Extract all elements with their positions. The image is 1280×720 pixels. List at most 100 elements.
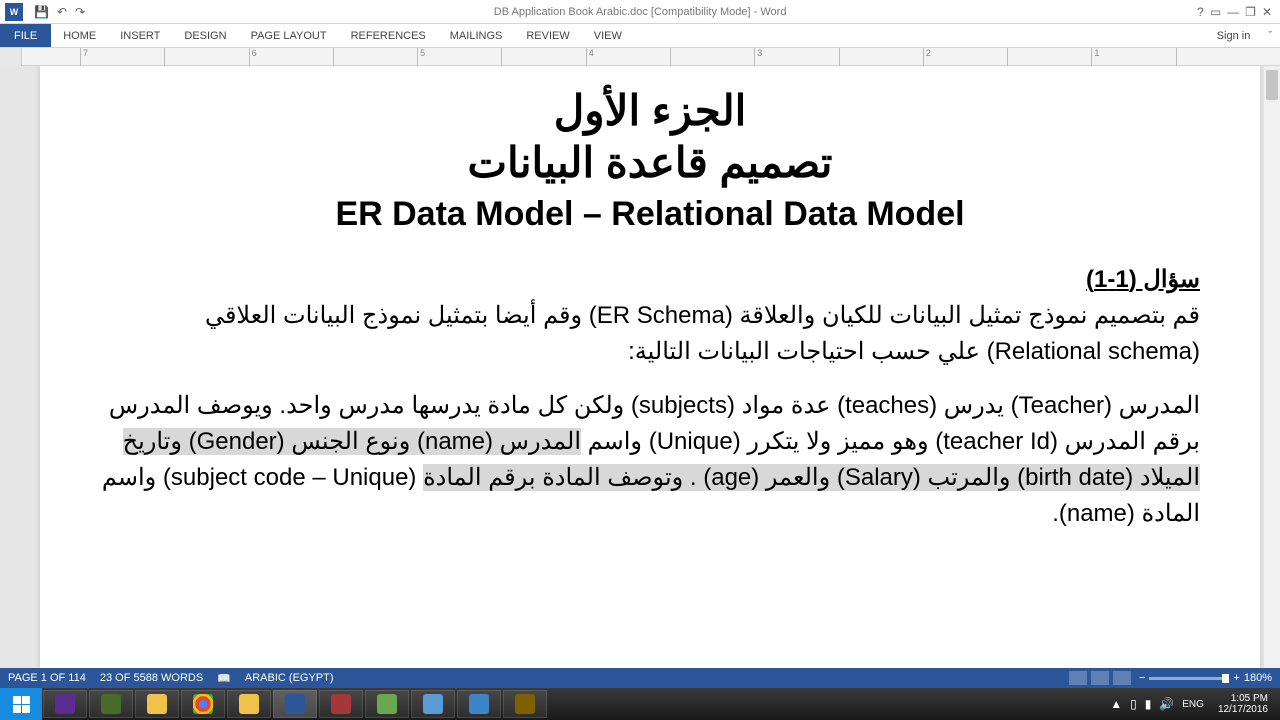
folder-icon [101, 694, 121, 714]
tab-insert[interactable]: INSERT [108, 26, 172, 46]
heading-title-ar: تصميم قاعدة البيانات [100, 136, 1200, 191]
ruler-marks: 7 6 5 4 3 2 1 [80, 48, 1260, 66]
taskbar-item-camtasia[interactable] [503, 690, 547, 718]
camtasia-icon [515, 694, 535, 714]
ruler-mark: 2 [923, 48, 1007, 66]
document-area: الجزء الأول تصميم قاعدة البيانات ER Data… [0, 66, 1280, 668]
zoom-slider[interactable] [1149, 677, 1229, 680]
start-button[interactable] [0, 688, 42, 720]
tab-home[interactable]: HOME [51, 26, 108, 46]
word-icon [285, 694, 305, 714]
taskbar-item-explorer[interactable] [135, 690, 179, 718]
ruler-mark [670, 48, 754, 66]
ruler-mark: 6 [249, 48, 333, 66]
question-label: سؤال (1-1) [1086, 266, 1200, 293]
print-layout-icon[interactable] [1091, 671, 1109, 685]
windows-logo-icon [13, 696, 30, 713]
taskbar-item-chrome[interactable] [181, 690, 225, 718]
zoom-out-icon[interactable]: − [1139, 672, 1145, 684]
zoom-in-icon[interactable]: + [1233, 672, 1239, 684]
document-page[interactable]: الجزء الأول تصميم قاعدة البيانات ER Data… [40, 66, 1260, 668]
zoom-control: − + 180% [1139, 672, 1272, 684]
body-paragraph: سؤال (1-1) قم بتصميم نموذج تمثيل البيانا… [100, 262, 1200, 370]
action-center-icon[interactable]: ▯ [1130, 697, 1137, 711]
date-text: 12/17/2016 [1218, 704, 1268, 715]
document-content: الجزء الأول تصميم قاعدة البيانات ER Data… [100, 86, 1200, 532]
volume-icon[interactable]: 🔊 [1159, 697, 1174, 711]
save-icon[interactable]: 💾 [34, 5, 49, 19]
ruler-mark [839, 48, 923, 66]
language-indicator[interactable]: ARABIC (EGYPT) [245, 672, 334, 684]
photos-icon [469, 694, 489, 714]
proofing-icon[interactable]: 📖 [217, 672, 231, 685]
collapse-ribbon-icon[interactable]: ˇ [1260, 30, 1280, 42]
file-tab[interactable]: FILE [0, 24, 51, 47]
help-icon[interactable]: ? [1197, 5, 1204, 19]
taskbar-item-app1[interactable] [365, 690, 409, 718]
taskbar-item-folder1[interactable] [89, 690, 133, 718]
tray-overflow-icon[interactable]: ▲ [1110, 697, 1122, 711]
tab-references[interactable]: REFERENCES [339, 26, 438, 46]
ribbon-options-icon[interactable]: ▭ [1210, 5, 1221, 19]
para-text: قم بتصميم نموذج تمثيل البيانات للكيان وا… [205, 302, 1200, 365]
word-count[interactable]: 23 OF 5588 WORDS [100, 672, 203, 684]
tab-design[interactable]: DESIGN [172, 26, 238, 46]
ruler-mark: 4 [586, 48, 670, 66]
folder-icon [239, 694, 259, 714]
word-app-icon: W [5, 3, 23, 21]
ruler-mark: 5 [417, 48, 501, 66]
redo-icon[interactable]: ↷ [75, 5, 85, 19]
taskbar-item-folder2[interactable] [227, 690, 271, 718]
ribbon-tabs: FILE HOME INSERT DESIGN PAGE LAYOUT REFE… [0, 24, 1280, 48]
web-layout-icon[interactable] [1113, 671, 1131, 685]
tab-view[interactable]: VIEW [582, 26, 634, 46]
file-explorer-icon [147, 694, 167, 714]
ruler-mark: 7 [80, 48, 164, 66]
zoom-percent[interactable]: 180% [1244, 672, 1272, 684]
window-controls: ? ▭ — ❐ ✕ [1189, 5, 1280, 19]
language-indicator[interactable]: ENG [1182, 699, 1204, 710]
taskbar-item-paint[interactable] [411, 690, 455, 718]
body-paragraph: المدرس (Teacher) يدرس (teaches) عدة مواد… [100, 388, 1200, 532]
paint-icon [423, 694, 443, 714]
ruler-mark: 3 [754, 48, 838, 66]
title-bar: W 💾 ↶ ↷ DB Application Book Arabic.doc [… [0, 0, 1280, 24]
ruler-mark [1007, 48, 1091, 66]
view-buttons [1069, 671, 1131, 685]
system-tray: ▲ ▯ ▮ 🔊 ENG 1:05 PM 12/17/2016 [1104, 693, 1280, 715]
minimize-icon[interactable]: — [1227, 5, 1239, 19]
ruler-mark [501, 48, 585, 66]
taskbar-item-vs[interactable] [43, 690, 87, 718]
highlighted-text: وتوصف المادة برقم المادة [423, 464, 690, 491]
page-indicator[interactable]: PAGE 1 OF 114 [8, 672, 86, 684]
taskbar-item-word[interactable] [273, 690, 317, 718]
network-icon[interactable]: ▮ [1145, 697, 1152, 711]
ruler-mark [1176, 48, 1260, 66]
windows-taskbar: ▲ ▯ ▮ 🔊 ENG 1:05 PM 12/17/2016 [0, 688, 1280, 720]
scrollbar-thumb[interactable] [1266, 70, 1278, 100]
ruler-mark [333, 48, 417, 66]
tab-page-layout[interactable]: PAGE LAYOUT [239, 26, 339, 46]
access-icon [331, 694, 351, 714]
status-bar: PAGE 1 OF 114 23 OF 5588 WORDS 📖 ARABIC … [0, 668, 1280, 688]
horizontal-ruler[interactable]: 7 6 5 4 3 2 1 [0, 48, 1280, 66]
sign-in-link[interactable]: Sign in [1207, 26, 1261, 46]
close-icon[interactable]: ✕ [1262, 5, 1272, 19]
taskbar-item-photos[interactable] [457, 690, 501, 718]
undo-icon[interactable]: ↶ [57, 5, 67, 19]
heading-part: الجزء الأول [100, 86, 1200, 136]
clock[interactable]: 1:05 PM 12/17/2016 [1212, 693, 1274, 715]
visual-studio-icon [55, 694, 75, 714]
app-icon [377, 694, 397, 714]
time-text: 1:05 PM [1218, 693, 1268, 704]
restore-icon[interactable]: ❐ [1245, 5, 1256, 19]
tab-review[interactable]: REVIEW [514, 26, 581, 46]
taskbar-item-access[interactable] [319, 690, 363, 718]
read-mode-icon[interactable] [1069, 671, 1087, 685]
vertical-scrollbar[interactable] [1264, 66, 1280, 668]
tab-mailings[interactable]: MAILINGS [438, 26, 515, 46]
chrome-icon [193, 694, 213, 714]
ruler-mark [164, 48, 248, 66]
ruler-corner [0, 48, 22, 66]
ruler-mark: 1 [1091, 48, 1175, 66]
